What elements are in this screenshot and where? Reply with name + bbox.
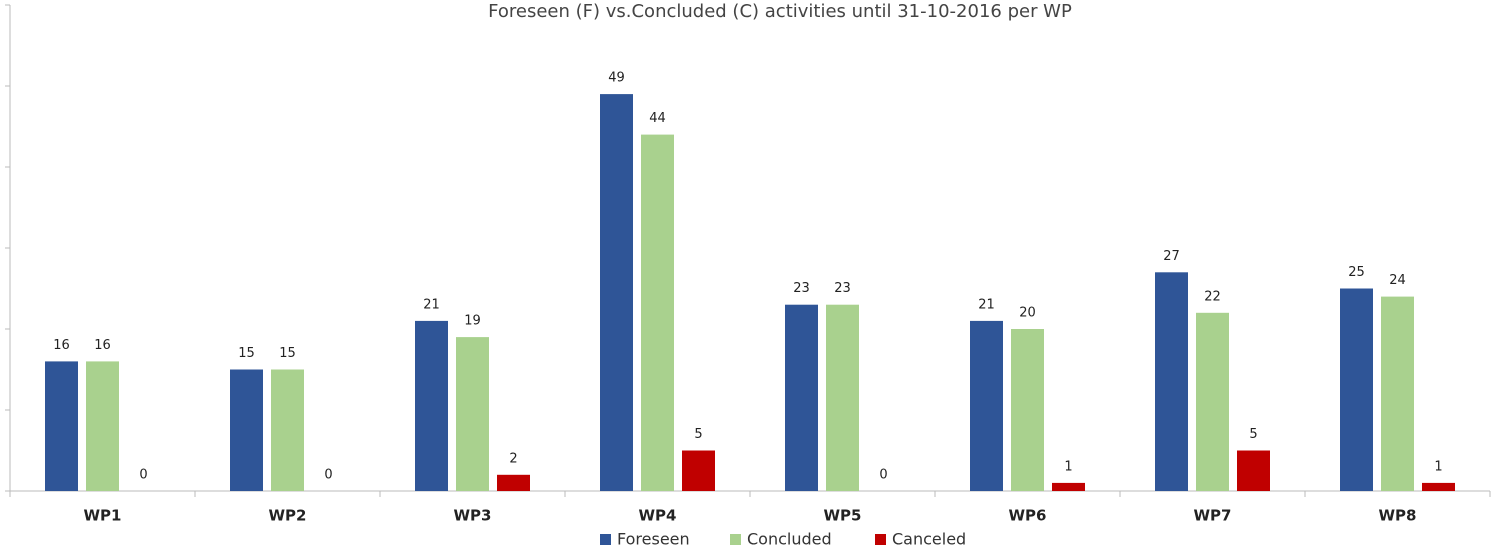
bar <box>415 320 448 491</box>
bar <box>45 361 78 491</box>
value-label: 49 <box>608 71 625 86</box>
bar <box>785 304 818 491</box>
value-label: 24 <box>1389 273 1406 288</box>
value-label: 20 <box>1019 306 1036 321</box>
value-label: 1 <box>1064 459 1072 474</box>
x-tick-label: WP8 <box>1379 507 1417 525</box>
bar <box>641 134 674 491</box>
value-label: 21 <box>978 297 995 312</box>
value-label: 16 <box>53 338 70 353</box>
value-label: 23 <box>793 281 810 296</box>
legend-swatch <box>600 534 611 545</box>
bar <box>1196 312 1229 491</box>
legend-label: Concluded <box>747 530 832 549</box>
legend-label: Foreseen <box>617 530 690 549</box>
bar <box>1237 450 1270 491</box>
bar <box>1155 272 1188 491</box>
x-tick-label: WP4 <box>639 507 677 525</box>
legend-label: Canceled <box>892 530 966 549</box>
value-label: 22 <box>1204 289 1221 304</box>
bar <box>456 337 489 491</box>
legend-swatch <box>875 534 886 545</box>
bar <box>1052 482 1085 491</box>
chart-title: Foreseen (F) vs.Concluded (C) activities… <box>488 1 1072 22</box>
value-label: 5 <box>1249 427 1257 442</box>
bar <box>970 320 1003 491</box>
bar <box>1340 288 1373 491</box>
bar <box>271 369 304 491</box>
bar <box>826 304 859 491</box>
value-label: 27 <box>1163 249 1180 264</box>
x-tick-label: WP3 <box>454 507 492 525</box>
value-label: 19 <box>464 314 481 329</box>
value-label: 0 <box>139 468 147 483</box>
bar <box>1011 329 1044 491</box>
bar <box>1422 482 1455 491</box>
value-label: 16 <box>94 338 111 353</box>
value-label: 0 <box>324 468 332 483</box>
bar <box>682 450 715 491</box>
bar <box>1381 296 1414 491</box>
value-label: 5 <box>694 427 702 442</box>
x-tick-label: WP1 <box>84 507 122 525</box>
bar <box>600 94 633 491</box>
value-label: 21 <box>423 297 440 312</box>
value-label: 0 <box>879 468 887 483</box>
legend-swatch <box>730 534 741 545</box>
bar <box>230 369 263 491</box>
bar <box>497 474 530 491</box>
x-tick-label: WP5 <box>824 507 862 525</box>
bar <box>86 361 119 491</box>
x-tick-label: WP2 <box>269 507 307 525</box>
value-label: 44 <box>649 111 666 126</box>
value-label: 23 <box>834 281 851 296</box>
value-label: 15 <box>238 346 255 361</box>
value-label: 2 <box>509 451 517 466</box>
value-label: 25 <box>1348 265 1365 280</box>
x-tick-label: WP7 <box>1194 507 1232 525</box>
value-label: 1 <box>1434 459 1442 474</box>
value-label: 15 <box>279 346 296 361</box>
x-tick-label: WP6 <box>1009 507 1047 525</box>
